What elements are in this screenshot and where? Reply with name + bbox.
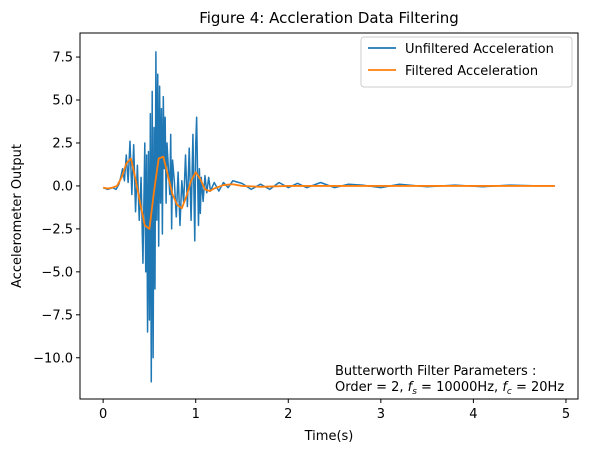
annotation-fs-symbol: f xyxy=(408,380,415,395)
y-tick-label: −2.5 xyxy=(41,222,73,237)
y-tick-label: −10.0 xyxy=(33,351,73,366)
x-tick-label: 5 xyxy=(562,407,570,422)
x-tick-label: 0 xyxy=(99,407,107,422)
legend-label-filtered: Filtered Acceleration xyxy=(405,64,538,79)
legend-label-unfiltered: Unfiltered Acceleration xyxy=(405,42,554,57)
filter-annotation: Butterworth Filter Parameters : Order = … xyxy=(335,364,564,397)
legend: Unfiltered Acceleration Filtered Acceler… xyxy=(360,36,573,88)
y-tick-label: 0.0 xyxy=(52,179,73,194)
series-line-filtered xyxy=(102,155,555,230)
annotation-order: Order = 2, xyxy=(335,380,408,395)
annotation-fs-value: = 10000Hz, xyxy=(417,380,502,395)
x-tick-label: 2 xyxy=(284,407,292,422)
annotation-fs-sub: s xyxy=(412,387,417,397)
y-tick-label: −7.5 xyxy=(41,308,73,323)
annotation-line-2: Order = 2, fs = 10000Hz, fc = 20Hz xyxy=(335,380,564,397)
chart-title: Figure 4: Accleration Data Filtering xyxy=(199,9,459,27)
legend-box xyxy=(360,36,573,88)
x-axis-label: Time(s) xyxy=(304,429,354,444)
annotation-fc-value: = 20Hz xyxy=(512,380,564,395)
y-tick-label: −5.0 xyxy=(41,265,73,280)
y-ticks: 7.5 5.0 2.5 0.0 −2.5 −5.0 −7.5 −10.0 xyxy=(33,51,80,366)
y-tick-label: 5.0 xyxy=(52,94,73,109)
y-tick-label: 2.5 xyxy=(52,136,73,151)
annotation-fc-symbol: f xyxy=(502,380,509,395)
annotation-fc-sub: c xyxy=(507,387,512,397)
x-tick-label: 3 xyxy=(377,407,385,422)
series-layer xyxy=(102,51,555,383)
x-ticks: 0 1 2 3 4 5 xyxy=(99,399,570,422)
x-tick-label: 4 xyxy=(469,407,477,422)
series-line-unfiltered xyxy=(102,51,555,383)
annotation-line-1: Butterworth Filter Parameters : xyxy=(335,364,536,379)
x-tick-label: 1 xyxy=(192,407,200,422)
y-tick-label: 7.5 xyxy=(52,51,73,66)
plot-frame xyxy=(79,32,579,400)
y-axis-label: Accelerometer Output xyxy=(10,144,25,288)
